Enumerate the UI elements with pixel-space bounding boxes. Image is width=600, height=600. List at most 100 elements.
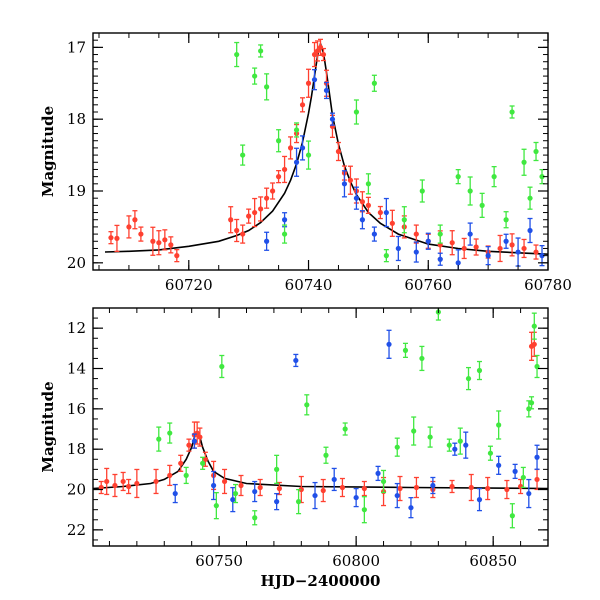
data-point (281, 166, 288, 173)
data-point (258, 206, 264, 212)
data-point (397, 485, 403, 492)
data-point (120, 478, 126, 485)
data-point (311, 51, 318, 58)
data-point (437, 231, 443, 237)
data-point (257, 484, 263, 491)
y-tick-label: 18 (67, 440, 86, 458)
data-point (408, 505, 414, 511)
data-point (503, 238, 509, 244)
data-point (230, 497, 236, 503)
data-point (496, 422, 502, 428)
data-point (240, 152, 246, 158)
series-3 (156, 308, 540, 529)
data-point (383, 209, 389, 216)
data-point (167, 472, 173, 479)
data-point (533, 148, 539, 155)
data-point (497, 245, 503, 252)
data-point (401, 217, 407, 223)
data-point (359, 217, 366, 223)
y-tick-label: 12 (67, 319, 86, 337)
data-point (455, 260, 461, 266)
plot-area (93, 308, 548, 529)
data-point (425, 238, 431, 244)
x-axis-title: HJD−2400000 (261, 572, 381, 590)
data-point (238, 482, 244, 489)
data-point (395, 245, 401, 252)
data-point (427, 434, 433, 440)
data-point (504, 486, 510, 493)
data-point (496, 462, 502, 468)
data-point (430, 482, 436, 489)
data-point (200, 460, 206, 466)
data-point (275, 138, 282, 144)
x-tick-label: 60740 (285, 276, 333, 294)
data-point (353, 494, 359, 501)
data-point (365, 181, 371, 187)
data-point (274, 499, 280, 505)
data-point (252, 488, 258, 495)
data-point (449, 483, 455, 490)
data-point (134, 480, 140, 487)
data-point (211, 482, 217, 489)
data-point (293, 127, 300, 133)
x-tick-label: 60780 (524, 276, 572, 294)
data-point (386, 341, 392, 347)
data-point (520, 474, 526, 481)
data-point (320, 487, 326, 494)
x-tick-label: 60720 (165, 276, 213, 294)
y-tick-label: 22 (67, 521, 86, 539)
data-point (361, 507, 367, 513)
data-point (112, 482, 118, 489)
data-point (473, 244, 479, 250)
data-point (258, 48, 264, 54)
data-point (276, 485, 282, 492)
data-point (465, 375, 472, 382)
data-point (521, 159, 527, 165)
data-point (452, 446, 458, 452)
data-point (341, 181, 348, 187)
y-tick-label: 20 (67, 481, 86, 499)
data-point (487, 450, 494, 456)
data-point (531, 323, 537, 329)
data-point (172, 490, 178, 497)
data-point (539, 253, 545, 259)
data-point (467, 231, 473, 237)
data-point (156, 436, 162, 442)
x-tick-label: 60850 (469, 552, 517, 570)
data-point (240, 231, 246, 237)
data-point (534, 363, 540, 370)
data-point (380, 478, 387, 485)
data-point (264, 238, 270, 244)
y-tick-label: 20 (67, 254, 86, 272)
data-point (527, 195, 533, 201)
plot-frame (92, 32, 549, 271)
data-point (365, 202, 371, 208)
y-tick-label: 16 (67, 400, 86, 418)
data-point (476, 367, 483, 374)
y-tick-label: 17 (67, 38, 86, 56)
data-point (126, 483, 132, 490)
data-point (527, 227, 533, 234)
data-point (521, 245, 527, 252)
series-2 (172, 329, 540, 519)
data-point (221, 478, 228, 485)
data-point (234, 227, 240, 234)
data-point (517, 483, 524, 490)
data-point (167, 430, 173, 436)
data-point (252, 209, 258, 216)
data-point (476, 497, 483, 503)
y-tick-label: 18 (67, 110, 86, 128)
data-point (419, 355, 425, 362)
data-point (449, 240, 455, 246)
data-point (413, 484, 420, 491)
data-point (383, 253, 389, 259)
data-point (347, 177, 354, 183)
data-point (455, 174, 461, 180)
series-1 (108, 38, 539, 263)
data-point (377, 209, 383, 216)
data-point (531, 341, 537, 347)
data-point (312, 492, 318, 499)
data-point (503, 217, 509, 223)
y-axis-title: Magnitude (39, 381, 57, 472)
